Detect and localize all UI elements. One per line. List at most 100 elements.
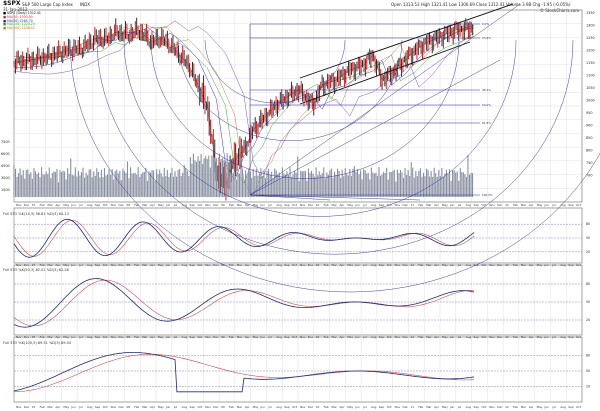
x-axis-label: 10 (316, 263, 320, 267)
x-axis-label: Nov (395, 405, 401, 409)
x-axis-label: Aug (182, 263, 188, 267)
x-axis-label: Mar (142, 405, 148, 409)
x-axis-label: Jun (354, 263, 360, 267)
x-axis-label: Aug (371, 203, 377, 207)
x-axis-label: Oct (576, 335, 582, 339)
fib-arc (150, 39, 460, 179)
legend-entry: ■ $SPX (Daily) 1312.41 (3, 11, 41, 15)
x-axis-label: 07 (32, 405, 36, 409)
x-axis-label: Nov (205, 335, 211, 339)
x-axis-label: Jun (449, 335, 455, 339)
x-axis-label: 07 (32, 335, 36, 339)
x-axis-label: Dec (213, 405, 219, 409)
x-axis-label: Jul (267, 203, 272, 207)
x-axis-label: Jun (544, 263, 550, 267)
x-axis-label: Jun (260, 203, 266, 207)
x-axis-label: Aug (560, 263, 566, 267)
x-axis-label: Sep (568, 203, 573, 207)
volume-axis-label: 3000 (1, 176, 10, 180)
x-axis-label: Oct (103, 263, 109, 267)
x-axis-label: Nov (300, 263, 306, 267)
x-axis-label: Jul (362, 335, 367, 339)
x-axis-label: Aug (87, 405, 93, 409)
sto-axis-label: 20 (586, 385, 590, 389)
x-axis-label: Mar (426, 405, 432, 409)
axis-tick-label: 700 (586, 174, 592, 178)
x-axis-label: 07 (32, 203, 36, 207)
axis-tick-label: 800 (586, 149, 592, 153)
x-axis-label: 08 (126, 203, 130, 207)
x-axis-label: 12 (505, 335, 509, 339)
x-axis-label: Oct (576, 405, 582, 409)
fib-arc (96, 39, 574, 255)
fib-label: 61.8% (482, 121, 491, 125)
x-axis-label: Oct (481, 203, 487, 207)
x-axis-label: Mar (332, 263, 338, 267)
symbol-label: $SPX (3, 0, 21, 7)
axis-tick-label: 1000 (586, 99, 595, 103)
x-axis-label: Nov (300, 405, 306, 409)
x-axis-label: Oct (292, 203, 298, 207)
x-axis-label: Sep (190, 405, 195, 409)
x-axis-label: Oct (197, 203, 203, 207)
ma-legend: ■ $SPX (Daily) 1312.41 ■ MA(20) 1300.90 ■ … (3, 11, 41, 31)
x-axis-label: Nov (16, 203, 22, 207)
x-axis-label: Aug (276, 203, 282, 207)
x-axis-label: Oct (576, 263, 582, 267)
x-axis-label: Jun (165, 263, 171, 267)
trendline-lower (299, 41, 471, 105)
x-axis-label: Jun (165, 405, 171, 409)
trendline-upper (299, 3, 514, 79)
x-axis-label: Mar (48, 335, 54, 339)
x-axis-label: Feb (134, 335, 139, 339)
x-axis-label: Aug (466, 405, 472, 409)
x-axis-label: Dec (213, 335, 219, 339)
x-axis-label: Sep (474, 335, 479, 339)
x-axis-label: May (63, 335, 69, 339)
x-axis-label: Jul (551, 405, 556, 409)
fib-label: 0.0% (482, 22, 489, 26)
x-axis-label: May (158, 203, 164, 207)
x-axis-label: Mar (237, 335, 243, 339)
x-axis-label: Feb (513, 335, 518, 339)
x-axis-label: Jul (173, 203, 178, 207)
x-axis-label: 08 (126, 405, 130, 409)
x-axis-label: Feb (40, 405, 45, 409)
x-axis-label: Aug (182, 203, 188, 207)
x-axis-label: Aug (182, 405, 188, 409)
x-axis-label: Aug (466, 335, 472, 339)
x-axis-label: Aug (87, 203, 93, 207)
site-credit: © StockCharts.com (540, 8, 580, 13)
x-axis-label: Mar (426, 263, 432, 267)
fib-fan-line (249, 194, 421, 201)
x-axis-label: Jul (362, 405, 367, 409)
x-axis-label: Sep (379, 263, 384, 267)
x-axis-label: Mar (237, 405, 243, 409)
x-axis-label: Aug (87, 263, 93, 267)
sto-axis-label: 50 (586, 300, 590, 304)
axis-tick-label: 1100 (586, 74, 595, 78)
x-axis-label: Nov (489, 335, 495, 339)
x-axis-label: Feb (229, 335, 234, 339)
x-axis-label: Aug (276, 263, 282, 267)
x-axis-label: Aug (371, 405, 377, 409)
x-axis-label: 11 (410, 405, 414, 409)
x-axis-label: May (253, 203, 259, 207)
x-axis-label: Dec (24, 203, 30, 207)
x-axis-label: Nov (489, 263, 495, 267)
x-axis-label: Oct (103, 405, 109, 409)
x-axis-label: Dec (497, 405, 503, 409)
ma-line (13, 20, 475, 180)
x-axis-label: Mar (142, 203, 148, 207)
x-axis-label: Aug (371, 335, 377, 339)
axis-tick-label: 1300 (586, 24, 595, 28)
x-axis-label: Jun (70, 335, 76, 339)
x-axis-label: Jul (173, 263, 178, 267)
x-axis-label: Apr (434, 405, 440, 409)
x-axis-label: 11 (410, 335, 414, 339)
x-axis-label: Mar (426, 203, 432, 207)
x-axis-label: Jun (544, 335, 550, 339)
x-axis-label: 11 (410, 203, 414, 207)
x-axis-label: Sep (379, 203, 384, 207)
x-axis-label: Apr (529, 263, 535, 267)
